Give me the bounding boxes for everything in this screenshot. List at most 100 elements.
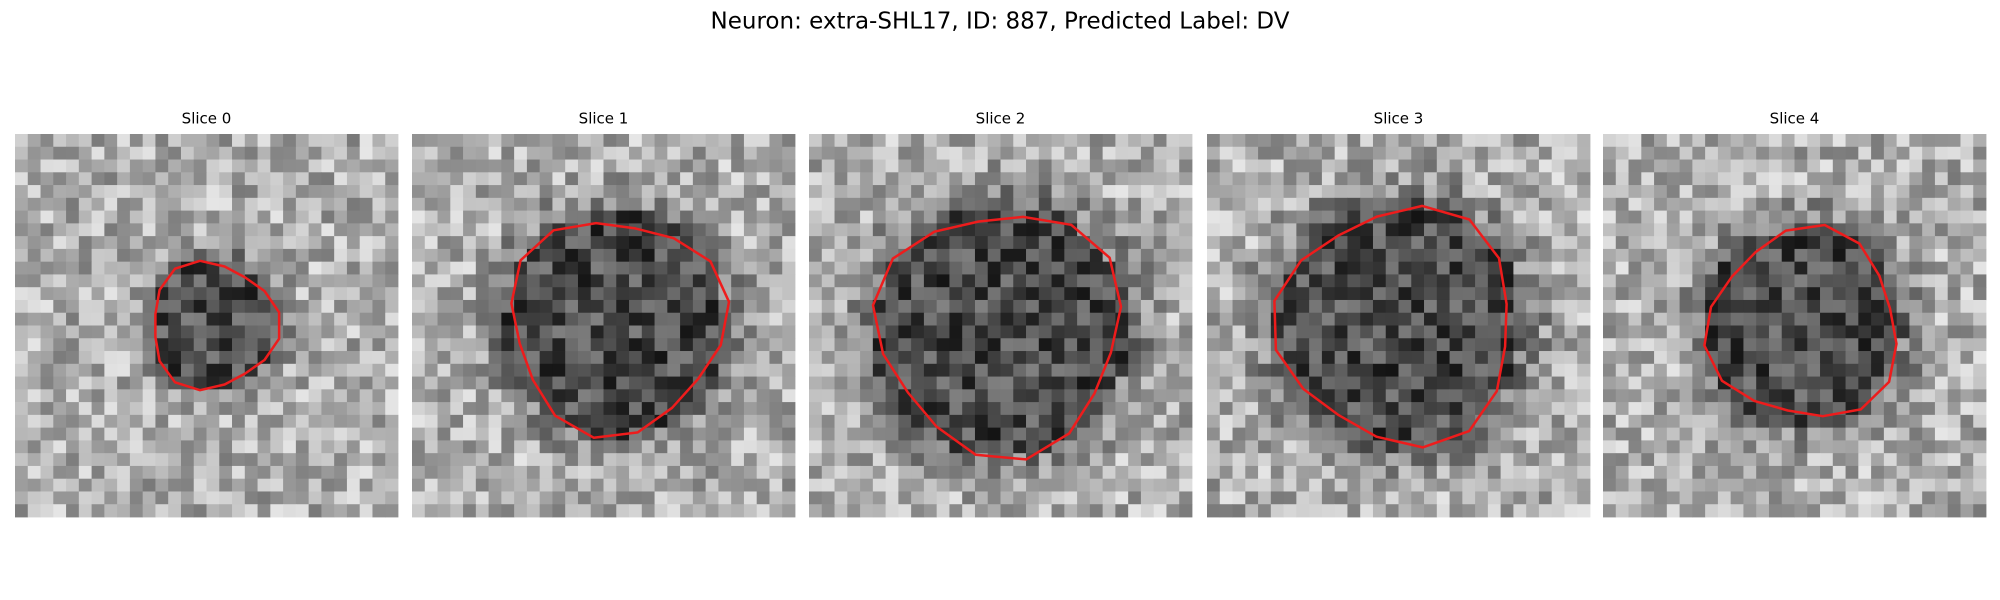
pixel: [321, 299, 335, 314]
pixel: [782, 287, 796, 301]
pixel: [1398, 248, 1412, 263]
pixel: [911, 325, 925, 339]
pixel: [692, 236, 707, 250]
pixel: [1219, 185, 1233, 199]
pixel: [1934, 299, 1949, 314]
pixel: [321, 427, 335, 441]
pixel: [1487, 223, 1502, 237]
pixel: [91, 351, 105, 365]
pixel: [1654, 185, 1668, 199]
pixel: [1411, 185, 1425, 199]
pixel: [756, 172, 770, 186]
pixel: [1577, 210, 1591, 224]
pixel: [1666, 197, 1680, 211]
pixel: [911, 146, 925, 160]
pixel: [1462, 491, 1476, 505]
pixel: [244, 146, 258, 160]
pixel: [129, 248, 144, 263]
pixel: [1666, 236, 1680, 250]
pixel: [219, 414, 233, 429]
pixel: [1947, 325, 1961, 339]
pixel: [539, 338, 553, 352]
pixel: [501, 402, 515, 416]
pixel: [1717, 146, 1732, 160]
pixel: [142, 376, 156, 390]
pixel: [117, 223, 131, 237]
pixel: [1270, 453, 1284, 467]
pixel: [372, 287, 386, 301]
pixel: [1603, 261, 1617, 275]
pixel: [962, 414, 976, 429]
pixel: [1641, 210, 1655, 224]
pixel: [654, 274, 668, 288]
pixel: [731, 223, 745, 237]
pixel: [1947, 210, 1961, 224]
pixel: [962, 274, 976, 288]
pixel: [1270, 478, 1284, 492]
pixel: [321, 159, 335, 173]
pixel: [104, 223, 118, 237]
pixel: [385, 338, 399, 352]
pixel: [1398, 389, 1412, 403]
pixel: [949, 248, 963, 263]
pixel: [1128, 427, 1142, 441]
pixel: [1628, 223, 1642, 237]
pixel: [1089, 491, 1104, 505]
pixel: [78, 427, 92, 441]
pixel: [1360, 363, 1374, 377]
pixel: [731, 351, 745, 365]
pixel: [539, 223, 553, 237]
pixel: [974, 236, 989, 250]
pixel: [654, 210, 668, 224]
pixel: [104, 261, 118, 275]
pixel: [1551, 197, 1565, 211]
pixel: [577, 159, 592, 173]
pixel: [27, 248, 41, 263]
pixel: [1462, 465, 1476, 480]
pixel: [1871, 248, 1885, 263]
pixel: [1973, 504, 1987, 518]
pixel: [437, 274, 451, 288]
pixel: [1960, 197, 1974, 211]
pixel: [206, 453, 220, 467]
pixel: [1411, 325, 1425, 339]
pixel: [911, 351, 925, 365]
pixel: [1140, 504, 1155, 518]
pixel: [1296, 312, 1310, 326]
pixel: [257, 325, 271, 339]
pixel: [1603, 210, 1617, 224]
pixel: [1883, 440, 1898, 454]
pixel: [155, 146, 169, 160]
pixel: [1577, 287, 1591, 301]
pixel: [1026, 338, 1040, 352]
pixel: [1140, 478, 1155, 492]
pixel: [1000, 389, 1014, 403]
pixel: [1947, 159, 1961, 173]
pixel: [1692, 351, 1706, 365]
pixel: [1692, 338, 1706, 352]
pixel: [1654, 134, 1668, 148]
pixel: [1513, 274, 1527, 288]
pixel: [1283, 274, 1297, 288]
pixel: [437, 236, 451, 250]
pixel: [450, 414, 464, 429]
pixel: [295, 274, 310, 288]
pixel: [104, 274, 118, 288]
pixel: [1551, 478, 1565, 492]
pixel: [769, 299, 783, 314]
pixel: [15, 236, 29, 250]
pixel: [424, 414, 438, 429]
pixel: [1064, 338, 1078, 352]
pixel: [629, 299, 643, 314]
pixel: [1500, 223, 1514, 237]
pixel: [962, 389, 976, 403]
pixel: [1756, 389, 1770, 403]
pixel: [385, 274, 399, 288]
pixel: [1909, 146, 1923, 160]
panel-title: Slice 3: [1374, 110, 1424, 128]
pixel: [1603, 453, 1617, 467]
pixel: [1347, 134, 1361, 148]
pixel: [743, 274, 758, 288]
pixel: [27, 299, 41, 314]
pixel: [1309, 134, 1323, 148]
